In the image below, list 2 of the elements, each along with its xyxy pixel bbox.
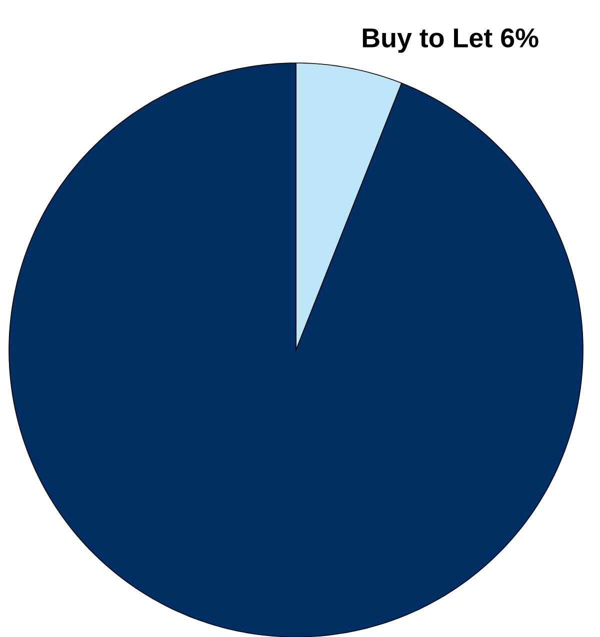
slice-label: Buy to Let <box>362 28 492 53</box>
data-label: 6% <box>501 28 538 48</box>
